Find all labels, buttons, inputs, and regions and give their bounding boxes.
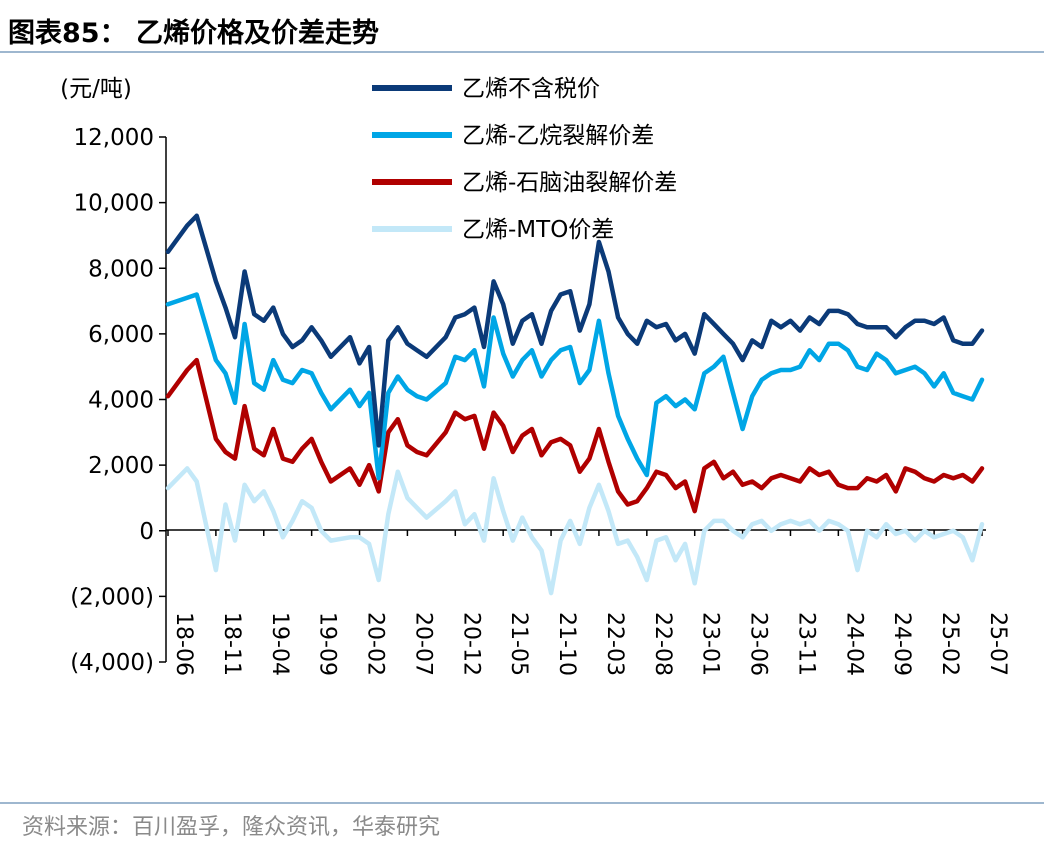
y-tick-label: 10,000	[74, 191, 154, 217]
y-tick-label: 6,000	[88, 322, 154, 348]
x-tick-label: 20-07	[410, 612, 435, 676]
series-line-0	[165, 213, 985, 448]
series-line-2	[165, 357, 985, 514]
y-tick-label: 2,000	[88, 453, 154, 479]
x-tick-label: 23-01	[698, 612, 723, 676]
x-tick-label: 25-07	[985, 612, 1010, 676]
x-tick-label: 21-10	[554, 612, 579, 676]
y-tick-label: 8,000	[88, 256, 154, 282]
x-tick-label: 22-03	[602, 612, 627, 676]
y-tick-label: 4,000	[88, 388, 154, 414]
series-layer	[165, 213, 985, 596]
x-tick-label: 24-04	[841, 612, 866, 676]
x-tick-label: 23-06	[746, 612, 771, 676]
x-tick-label: 18-11	[219, 612, 244, 676]
legend-label-3: 乙烯-MTO价差	[462, 217, 614, 243]
x-tick-label: 24-09	[889, 612, 914, 676]
x-axis: 18-06 18-11 19-04 19-09 20-02 20-07 20-12 21-05…	[166, 529, 1010, 676]
y-tick-label: (2,000)	[70, 584, 154, 610]
x-tick-label: 19-09	[315, 612, 340, 676]
y-axis-label: (元/吨)	[60, 76, 132, 102]
source-note: 资料来源：百川盈孚，隆众资讯，华泰研究	[22, 815, 440, 840]
series-line-1	[165, 292, 985, 481]
x-tick-label: 20-02	[363, 612, 388, 676]
x-tick-label: 23-11	[793, 612, 818, 676]
y-axis: (4,000) (2,000) 0 2,000 4,000 6,000 8,000 10,00…	[70, 125, 167, 676]
legend-label-0: 乙烯不含税价	[462, 76, 600, 102]
x-tick-label: 20-12	[458, 612, 483, 676]
legend-label-1: 乙烯-乙烷裂解价差	[462, 123, 654, 149]
x-tick-label: 19-04	[267, 612, 292, 676]
chart-title: 图表85： 乙烯价格及价差走势	[8, 17, 379, 49]
x-tick-label: 25-02	[937, 612, 962, 676]
legend-label-2: 乙烯-石脑油裂解价差	[462, 170, 677, 196]
y-tick-label: 0	[139, 519, 154, 545]
y-tick-label: (4,000)	[70, 650, 154, 676]
x-tick-label: 18-06	[171, 612, 196, 676]
y-tick-label: 12,000	[74, 125, 154, 151]
x-tick-label: 21-05	[506, 612, 531, 676]
series-line-3	[165, 466, 985, 596]
x-tick-label: 22-08	[650, 612, 675, 676]
